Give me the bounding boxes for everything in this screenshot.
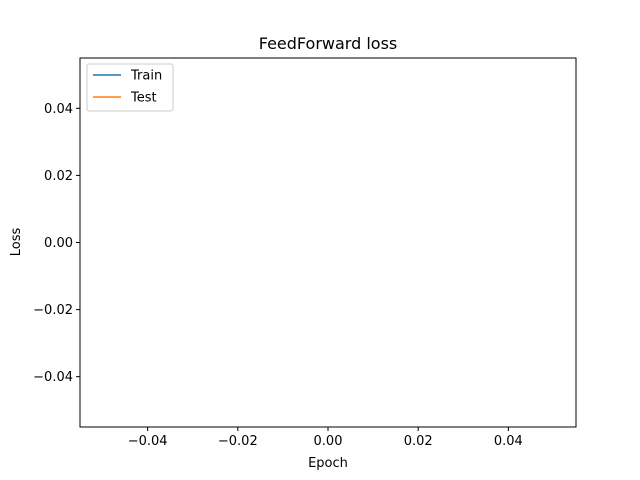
x-axis-label: Epoch	[308, 456, 348, 471]
x-axis-ticks: −0.04 −0.02 0.00 0.02 0.04	[128, 427, 523, 449]
y-tick-label: −0.04	[33, 370, 73, 385]
x-tick-label: −0.02	[218, 434, 258, 449]
x-tick-label: 0.04	[494, 434, 523, 449]
legend-label-train: Train	[130, 69, 162, 84]
y-tick-label: 0.00	[44, 236, 73, 251]
axes-frame	[79, 57, 577, 428]
legend: Train Test	[86, 63, 174, 112]
legend-items: Train Test	[93, 69, 162, 106]
legend-label-test: Test	[130, 91, 157, 106]
plot-area	[79, 57, 577, 428]
x-tick-label: 0.02	[404, 434, 433, 449]
chart-title: FeedForward loss	[259, 34, 398, 53]
y-tick-label: −0.02	[33, 303, 73, 318]
x-tick-label: 0.00	[314, 434, 343, 449]
y-tick-label: 0.02	[44, 169, 73, 184]
y-tick-label: 0.04	[44, 102, 73, 117]
y-axis-ticks: −0.04 −0.02 0.00 0.02 0.04	[33, 102, 80, 385]
x-tick-label: −0.04	[128, 434, 168, 449]
y-axis-label: Loss	[9, 228, 24, 257]
